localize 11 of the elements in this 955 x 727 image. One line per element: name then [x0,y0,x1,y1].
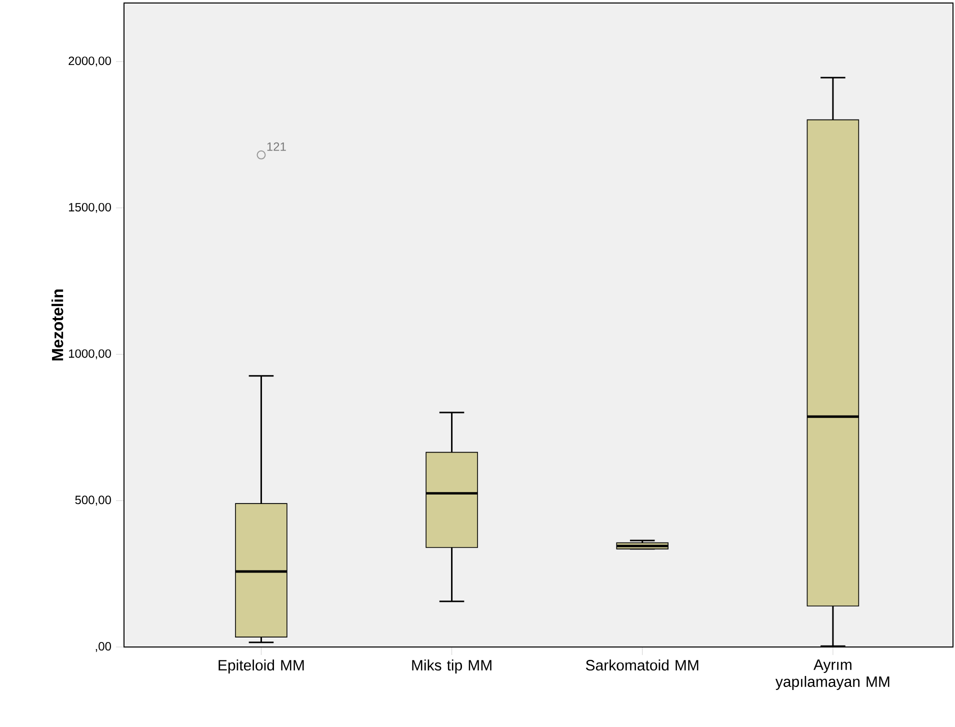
y-tick-label: ,00 [96,642,111,652]
x-tick-label: Epiteloid MM [218,660,304,674]
y-tick-label: 2000,00 [68,56,111,66]
y-tick-label: 500,00 [75,496,111,506]
x-tick-label: Ayrım yapılamayan MM [775,660,890,690]
annotation: 121 [267,142,286,151]
x-tick-label: Sarkomatoid MM [586,660,698,671]
x-tick-label: Miks tip MM [412,660,492,674]
y-tick-label: 1000,00 [69,349,111,360]
y-axis-title: Mezotelin [51,290,64,360]
y-tick-label: 1500,00 [69,202,111,213]
